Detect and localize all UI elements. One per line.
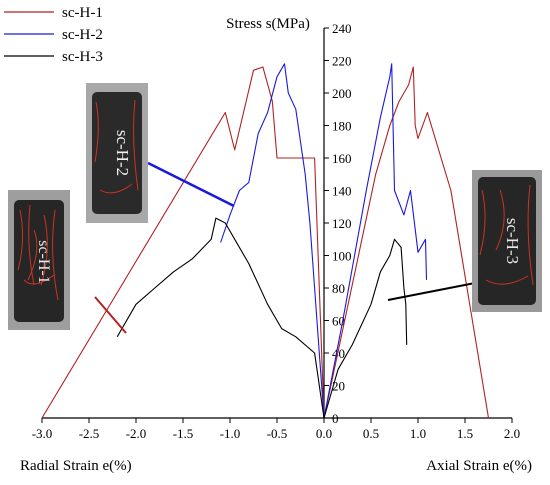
y-tick-label: 220 xyxy=(332,54,352,69)
y-tick-label: 140 xyxy=(332,184,352,199)
legend-label-sc-h-2: sc-H-2 xyxy=(62,27,103,43)
y-tick-label: 20 xyxy=(332,379,345,394)
x-tick-label: 1.5 xyxy=(457,426,473,441)
y-tick-label: 120 xyxy=(332,216,352,231)
y-tick-label: 160 xyxy=(332,151,352,166)
specimen-photos: sc-H-1 sc-H-2 sc-H-3 xyxy=(8,83,542,334)
x-axis-title-radial: Radial Strain e(%) xyxy=(20,458,132,474)
y-tick-label: 240 xyxy=(332,21,352,36)
x-tick-label: 0.5 xyxy=(363,426,379,441)
specimen-photo-sc-h-1: sc-H-1 xyxy=(8,190,70,330)
y-tick-label: 0 xyxy=(332,411,339,426)
y-tick-label: 80 xyxy=(332,281,345,296)
x-axis-title-axial: Axial Strain e(%) xyxy=(426,458,532,474)
x-tick-label: -1.0 xyxy=(220,426,241,441)
series-line-sc-h-1-axial xyxy=(323,66,490,419)
legend-label-sc-h-1: sc-H-1 xyxy=(62,5,103,21)
series-line-sc-h-3-radial xyxy=(116,217,325,419)
y-tick-label: 180 xyxy=(332,119,352,134)
x-axis-ticks: -3.0 -2.5 -2.0 -1.5 -1.0 -0.5 0.0 0.5 1.0 1.5 2.0 xyxy=(32,418,520,441)
specimen-photo-sc-h-3: sc-H-3 xyxy=(472,170,542,312)
leader-line-sc-h-2 xyxy=(147,161,235,208)
x-tick-label: 0.0 xyxy=(316,426,332,441)
specimen-photo-sc-h-2: sc-H-2 xyxy=(86,83,148,223)
y-axis-title: Stress s(MPa) xyxy=(226,16,310,32)
series-line-sc-h-2-radial xyxy=(220,63,325,419)
x-tick-label: 2.0 xyxy=(504,426,520,441)
series-line-sc-h-1-radial xyxy=(41,66,325,419)
photo-label-sc-h-2: sc-H-2 xyxy=(113,130,132,176)
y-tick-label: 200 xyxy=(332,86,352,101)
x-tick-label: -2.0 xyxy=(126,426,147,441)
leader-line-sc-h-1 xyxy=(94,296,127,334)
photo-label-sc-h-1: sc-H-1 xyxy=(35,240,52,284)
x-tick-label: -1.5 xyxy=(173,426,194,441)
series-layer xyxy=(41,63,490,419)
x-tick-label: -3.0 xyxy=(32,426,53,441)
leader-line-sc-h-3 xyxy=(387,282,476,301)
x-tick-label: -0.5 xyxy=(267,426,288,441)
series-line-sc-h-2-axial xyxy=(323,63,428,419)
y-tick-label: 100 xyxy=(332,249,352,264)
x-tick-label: 1.0 xyxy=(410,426,426,441)
legend-label-sc-h-3: sc-H-3 xyxy=(62,49,103,65)
legend: sc-H-1 sc-H-2 sc-H-3 xyxy=(4,5,103,65)
series-line-sc-h-3-axial xyxy=(323,238,408,419)
photo-label-sc-h-3: sc-H-3 xyxy=(503,218,522,264)
x-tick-label: -2.5 xyxy=(79,426,100,441)
